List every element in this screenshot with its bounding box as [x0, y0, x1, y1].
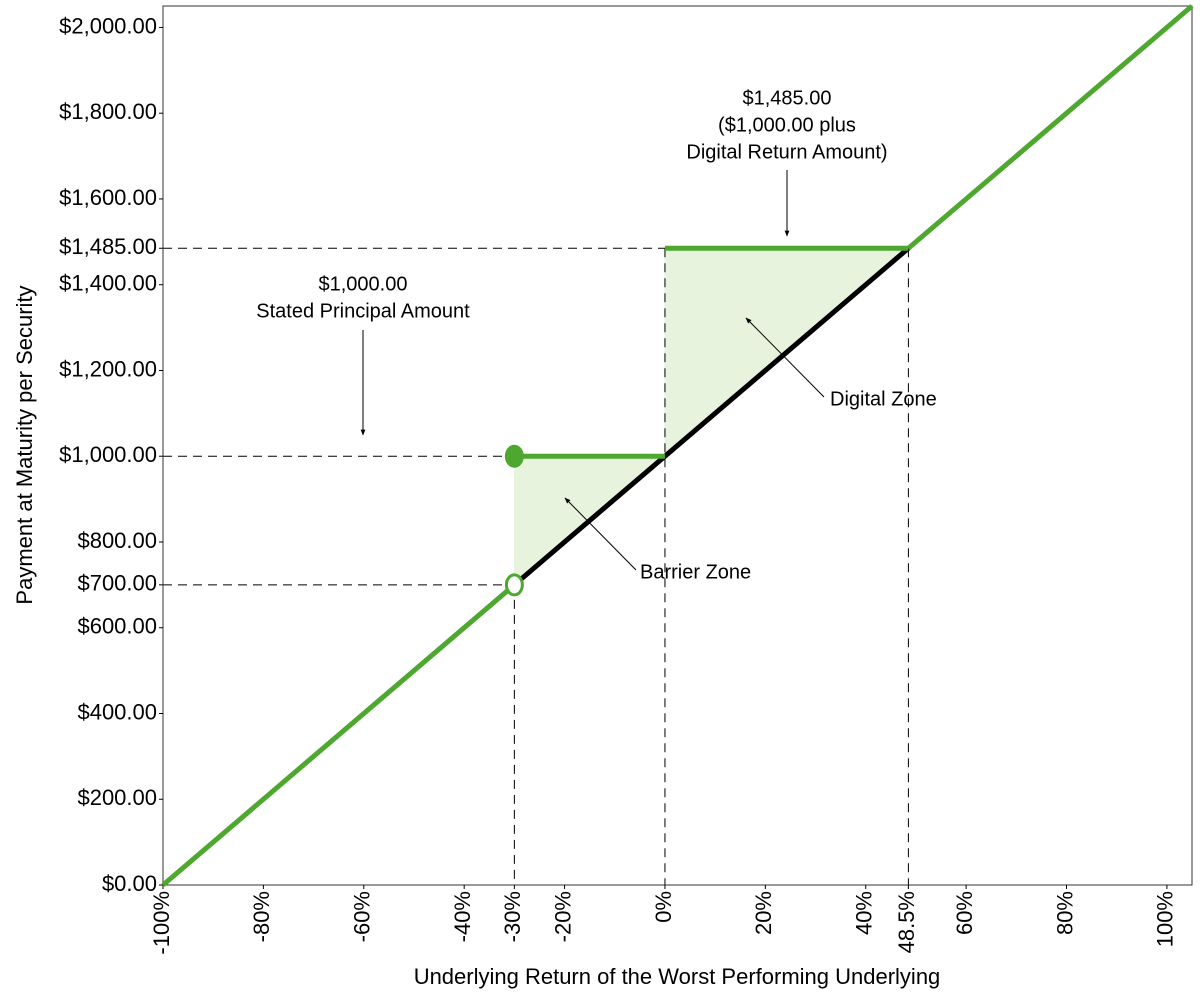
y-tick-label: $200.00 [77, 785, 157, 810]
x-tick-label: -100% [149, 891, 174, 955]
x-tick-label: -20% [550, 891, 575, 942]
marker [504, 573, 524, 597]
y-tick-label: $800.00 [77, 528, 157, 553]
x-axis-label: Underlying Return of the Worst Performin… [414, 964, 941, 989]
zone-label: Barrier Zone [640, 561, 751, 583]
y-tick-label: $1,400.00 [59, 271, 157, 296]
x-tick-label: 48.5% [894, 891, 919, 953]
annotation-arrow [745, 317, 825, 398]
annotation-arrow [564, 497, 637, 571]
payoff-line [512, 246, 911, 587]
payoff-line [161, 582, 516, 887]
annotation-text: Digital Return Amount) [686, 141, 887, 163]
x-tick-label: -30% [500, 891, 525, 942]
annotation-text: ($1,000.00 plus [718, 114, 856, 136]
y-tick-label: $1,600.00 [59, 185, 157, 210]
y-axis-label: Payment at Maturity per Security [12, 285, 37, 604]
y-tick-label: $1,000.00 [59, 442, 157, 467]
y-tick-label: $1,485.00 [59, 234, 157, 259]
annotation-text: $1,485.00 [743, 87, 832, 109]
x-tick-label: 40% [852, 891, 877, 935]
x-tick-label: 60% [952, 891, 977, 935]
annotation-text: Stated Principal Amount [256, 300, 470, 322]
plot-frame [162, 5, 1193, 886]
x-tick-label: -60% [350, 891, 375, 942]
x-tick-label: 0% [651, 891, 676, 923]
x-tick-label: 20% [751, 891, 776, 935]
x-tick-label: -40% [450, 891, 475, 942]
x-tick-label: -80% [249, 891, 274, 942]
y-tick-label: $600.00 [77, 614, 157, 639]
y-tick-label: $2,000.00 [59, 13, 157, 38]
x-tick-label: 100% [1153, 891, 1178, 947]
marker [504, 444, 524, 468]
y-tick-label: $400.00 [77, 699, 157, 724]
x-tick-label: 80% [1052, 891, 1077, 935]
payoff-line [906, 4, 1194, 251]
zone-label: Digital Zone [830, 388, 937, 410]
y-tick-label: $1,200.00 [59, 356, 157, 381]
y-tick-label: $1,800.00 [59, 99, 157, 124]
annotation-text: $1,000.00 [319, 273, 408, 295]
y-tick-label: $0.00 [102, 871, 157, 896]
y-tick-label: $700.00 [77, 571, 157, 596]
